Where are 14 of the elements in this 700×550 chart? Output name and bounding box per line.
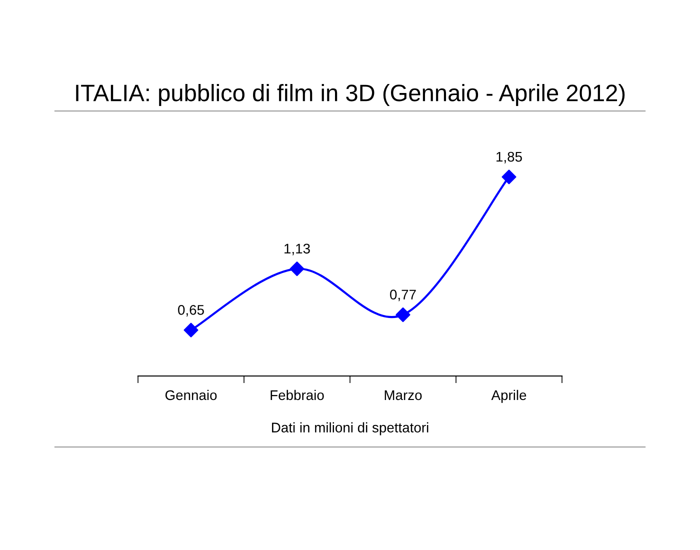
- data-label: 0,65: [178, 304, 204, 316]
- data-label: 0,77: [390, 290, 416, 302]
- point: [184, 322, 198, 338]
- point: [502, 170, 516, 184]
- x-axis-title: Dati in milioni di spettatori: [272, 422, 428, 436]
- x-tick-label: Aprile: [491, 390, 526, 403]
- point: [396, 307, 410, 322]
- data-label: 1,13: [284, 244, 310, 256]
- x-tick-label: Febbraio: [270, 390, 324, 400]
- chart-title: ITALIA: pubblico di film in 3D (Gennaio - Aprile 2012): [76, 84, 625, 106]
- data-label: 1,85: [496, 152, 522, 164]
- x-tick-label: Gennaio: [165, 390, 217, 400]
- x-tick-label: Marzo: [384, 390, 422, 400]
- point: [290, 262, 304, 276]
